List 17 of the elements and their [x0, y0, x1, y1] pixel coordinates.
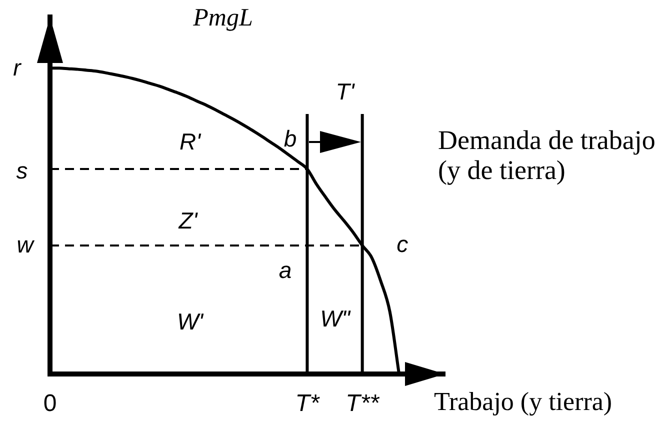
- x-axis-title: Trabajo (y tierra): [434, 386, 612, 416]
- annotation: a: [278, 256, 292, 283]
- annotation: b: [284, 125, 297, 152]
- text: r: [13, 54, 22, 80]
- x-tick-label: 0: [43, 390, 57, 418]
- annotation: W": [320, 305, 352, 332]
- annotation: Z': [178, 207, 199, 234]
- annotation: R': [179, 128, 202, 154]
- x-tick-label: T*: [295, 390, 320, 418]
- text: s: [16, 157, 28, 184]
- annotation: T': [336, 78, 356, 104]
- text: w: [16, 231, 35, 258]
- y-axis-title: PmgL: [192, 4, 253, 32]
- annotation: c: [396, 230, 409, 257]
- annotation: W': [176, 308, 205, 334]
- text: Demanda de trabajo (y de tierra): [438, 125, 656, 186]
- x-tick-label: T**: [346, 390, 380, 418]
